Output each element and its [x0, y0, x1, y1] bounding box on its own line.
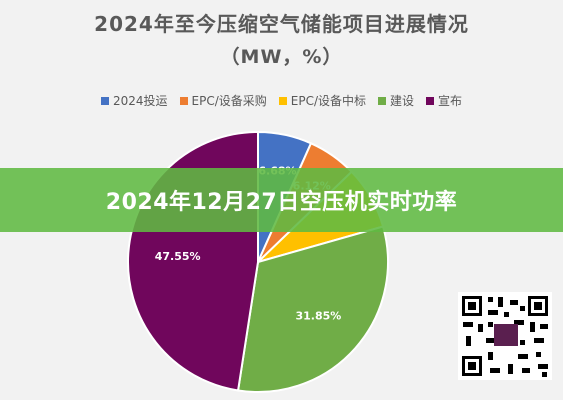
legend-label: 2024投运: [112, 94, 168, 108]
qr-code-icon: [458, 292, 552, 380]
legend-swatch: [100, 96, 109, 105]
legend-item: 宣布: [426, 92, 462, 109]
legend-item: EPC/设备中标: [278, 92, 366, 109]
chart-subtitle: （MW，%）: [220, 46, 343, 68]
pie-slice: [236, 225, 389, 393]
banner-text: 2024年12月27日空压机实时功率: [105, 190, 458, 215]
legend-item: 建设: [378, 92, 414, 109]
legend-swatch: [378, 96, 386, 105]
legend-swatch: [179, 96, 188, 105]
legend-label: 建设: [390, 94, 415, 108]
legend-item: EPC/设备采购: [179, 92, 267, 109]
legend-label: EPC/设备采购: [191, 94, 267, 108]
legend-swatch: [278, 96, 287, 105]
legend-label: EPC/设备中标: [290, 94, 366, 108]
title-banner: 2024年12月27日空压机实时功率: [0, 168, 563, 232]
slice-label: 31.85%: [295, 309, 341, 322]
legend-item: 2024投运: [100, 92, 168, 109]
legend-swatch: [426, 96, 435, 105]
slice-label: 47.55%: [155, 250, 201, 263]
legend-label: 宣布: [438, 94, 463, 108]
chart-legend: 2024投运 EPC/设备采购 EPC/设备中标 建设 宣布: [0, 92, 563, 109]
chart-title: 2024年至今压缩空气储能项目进展情况: [94, 12, 469, 36]
qr-code-graphic: [462, 296, 548, 377]
